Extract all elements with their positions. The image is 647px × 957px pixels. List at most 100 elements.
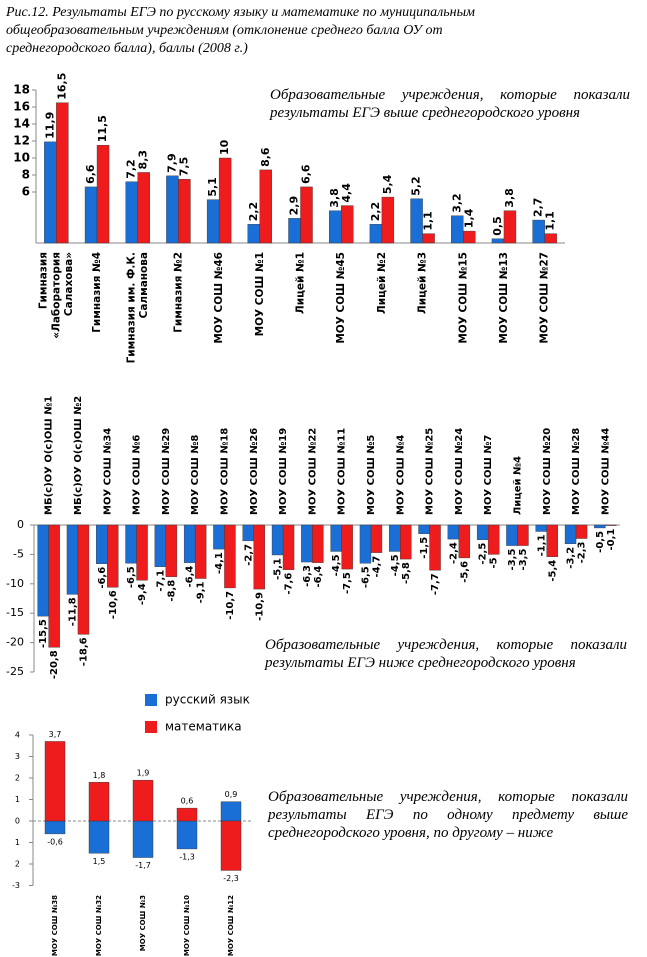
value-label: -20,8 [49, 650, 60, 679]
value-label: -4,5 [390, 554, 401, 576]
value-label: -18,6 [78, 637, 89, 666]
value-label: -0,1 [606, 529, 617, 551]
value-label: -9,1 [196, 581, 207, 603]
bar [194, 524, 207, 579]
bar [594, 524, 606, 529]
x-tick-label: МОУ СОШ №20 [542, 428, 553, 515]
value-label: -2,3 [223, 874, 239, 883]
value-label: -6,5 [360, 566, 371, 588]
bar [330, 524, 342, 552]
bar [535, 524, 547, 532]
bar [340, 205, 354, 244]
x-tick-label: МОУ СОШ №44 [600, 428, 611, 515]
value-label: -15,5 [38, 619, 49, 648]
value-label: 2,2 [247, 202, 260, 222]
value-label: 1,4 [462, 208, 475, 228]
y-tick-label: -3 [12, 881, 20, 890]
y-tick-label: 6 [22, 185, 30, 199]
bar [369, 224, 383, 244]
value-label: -5,6 [459, 561, 470, 583]
y-tick-label: 2 [15, 774, 20, 783]
y-tick-label: -5 [13, 547, 24, 560]
y-tick-label: 16 [13, 100, 30, 114]
value-label: -4,5 [331, 554, 342, 576]
y-tick-label: 14 [13, 117, 30, 131]
bar [137, 172, 150, 244]
value-label: 0,5 [491, 216, 504, 236]
value-label: 8,3 [137, 150, 150, 170]
bar [503, 210, 517, 244]
bar [410, 198, 423, 244]
bar [178, 179, 191, 244]
x-tick-label: МОУ СОШ №38 [51, 895, 59, 956]
x-tick-label: Гимназия им. Ф.К.Салманова [125, 252, 150, 363]
bar [213, 524, 225, 550]
annotation: Образовательные учреждения, которые пока… [268, 789, 628, 841]
bar [242, 524, 254, 542]
y-tick-label: -25 [6, 665, 24, 678]
bar [300, 186, 313, 244]
bar [136, 524, 148, 581]
value-label: 1,8 [93, 771, 106, 780]
value-label: -4,7 [371, 556, 382, 578]
x-tick-label: МОУ СОШ №18 [219, 428, 230, 515]
value-label: 2,2 [369, 202, 382, 222]
value-label: -3,5 [518, 549, 529, 571]
x-tick-label: МОУ СОШ №1 [254, 252, 266, 336]
x-tick-label: Гимназия №4 [91, 252, 103, 333]
x-tick-label: МБ(с)ОУ О(с)ОШ №2 [73, 396, 84, 515]
x-tick-label: МОУ СОШ №28 [571, 428, 582, 515]
value-label: -6,4 [313, 566, 324, 588]
x-tick-label: МОУ СОШ №45 [335, 252, 347, 344]
legend-label: русский язык [165, 693, 250, 707]
bar [44, 741, 66, 822]
value-label: -10,6 [108, 590, 119, 619]
value-label: 11,5 [96, 115, 109, 142]
bar [66, 524, 79, 595]
bar [605, 524, 617, 526]
bar [125, 524, 137, 564]
value-label: -1,3 [179, 852, 195, 861]
bar [88, 820, 110, 854]
bar [96, 524, 108, 565]
x-tick-label: МОУ СОШ №25 [425, 428, 436, 515]
bar [107, 524, 119, 588]
x-tick-label: Гимназия«ЛабораторияСалахова» [38, 252, 75, 339]
bar [418, 524, 430, 535]
value-label: -10,9 [254, 592, 265, 621]
bar [84, 186, 98, 244]
bar [575, 524, 588, 539]
value-label: -8,8 [166, 580, 177, 602]
bar [389, 524, 401, 552]
x-tick-label: МОУ СОШ №10 [183, 895, 191, 956]
value-label: -5,8 [401, 562, 412, 584]
value-label: 8,6 [259, 147, 272, 167]
value-label: 3,2 [450, 193, 463, 213]
bar [220, 801, 242, 822]
bar [166, 175, 179, 244]
x-tick-label: Гимназия №2 [172, 252, 184, 333]
annotation: Образовательные учреждения, которые пока… [265, 637, 627, 671]
value-label: 5,1 [206, 177, 219, 197]
x-tick-label: МОУ СОШ №4 [395, 435, 406, 515]
x-tick-label: Лицей №1 [295, 252, 307, 314]
value-label: -2,7 [243, 544, 254, 566]
bar [546, 524, 558, 557]
value-label: -5 [489, 557, 500, 568]
value-label: 1,9 [137, 769, 150, 778]
value-label: 1,1 [544, 211, 557, 231]
bar [491, 238, 505, 244]
caption: Рис.12. Результаты ЕГЭ по русскому языку… [6, 5, 475, 56]
x-tick-label: МБ(с)ОУ О(с)ОШ №1 [44, 396, 55, 515]
value-label: -0,5 [595, 531, 606, 553]
bar [206, 199, 220, 244]
value-label: -0,6 [47, 837, 63, 846]
x-tick-label: МОУ СОШ №6 [132, 435, 143, 515]
value-label: -2,3 [577, 541, 588, 563]
x-tick-label: МОУ СОШ №46 [213, 252, 225, 344]
bar [282, 524, 295, 570]
bar [48, 524, 60, 648]
bar [544, 233, 557, 244]
value-label: -7,5 [342, 572, 353, 594]
y-tick-label: 12 [13, 134, 30, 148]
